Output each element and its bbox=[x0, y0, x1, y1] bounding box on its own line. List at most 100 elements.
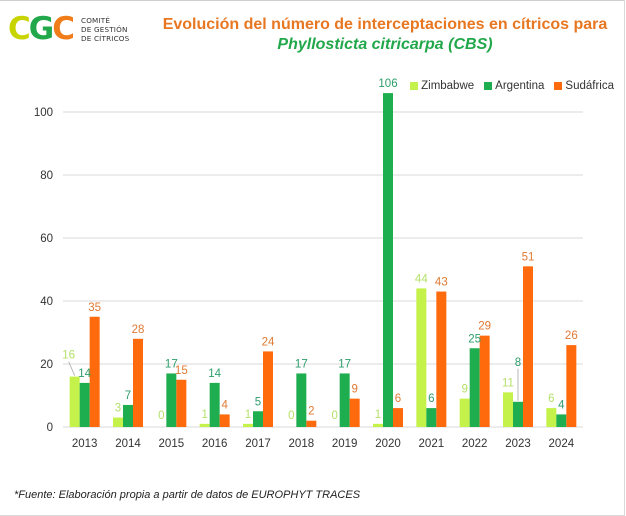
bar-zimbabwe-2024 bbox=[546, 408, 557, 427]
bar-sudfrica-2021 bbox=[436, 291, 447, 427]
bar-zimbabwe-2016 bbox=[199, 423, 210, 427]
bar-sudfrica-2024 bbox=[566, 345, 577, 427]
legend-item: Argentina bbox=[484, 80, 544, 92]
bar-sudfrica-2016 bbox=[219, 414, 230, 427]
logo-text-line: DE GESTIÓN bbox=[80, 25, 128, 34]
chart-title: Evolución del número de interceptaciones… bbox=[150, 16, 620, 54]
y-tick-label: 0 bbox=[47, 422, 53, 434]
data-label: 6 bbox=[395, 393, 401, 405]
data-label: 24 bbox=[262, 336, 275, 348]
bar-sudfrica-2020 bbox=[393, 408, 403, 427]
bar-argentina-2019 bbox=[339, 373, 350, 427]
data-label: 28 bbox=[132, 324, 145, 336]
data-label: 0 bbox=[288, 410, 294, 422]
x-tick-label: 2021 bbox=[419, 438, 445, 450]
data-label: 17 bbox=[165, 358, 178, 370]
chart-title-line1: Evolución del número de interceptaciones… bbox=[162, 16, 608, 33]
bar-zimbabwe-2014 bbox=[113, 417, 123, 427]
y-tick-label: 100 bbox=[34, 107, 53, 119]
data-label: 9 bbox=[461, 384, 467, 396]
bar-sudfrica-2013 bbox=[89, 316, 100, 427]
data-label: 15 bbox=[175, 365, 188, 377]
logo-text-line: COMITÉ bbox=[80, 16, 111, 25]
logo-text: COMITÉ DE GESTIÓN DE CÍTRICOS bbox=[81, 16, 129, 43]
x-tick-label: 2024 bbox=[549, 438, 575, 450]
bar-argentina-2015 bbox=[166, 373, 177, 427]
legend-label: Sudáfrica bbox=[565, 80, 614, 92]
bar-argentina-2017 bbox=[253, 411, 263, 427]
legend-item: Zimbabwe bbox=[410, 80, 474, 92]
data-label: 29 bbox=[478, 321, 491, 333]
data-label: 25 bbox=[468, 333, 481, 345]
logo-letter-c1: C bbox=[8, 11, 31, 47]
data-label: 4 bbox=[558, 399, 565, 411]
data-label: 6 bbox=[548, 393, 554, 405]
gridlines bbox=[63, 111, 583, 428]
source-footnote: *Fuente: Elaboración propia a partir de … bbox=[14, 489, 361, 501]
data-label: 14 bbox=[78, 368, 91, 380]
logo-text-line: DE CÍTRICOS bbox=[80, 34, 130, 43]
legend-swatch bbox=[484, 82, 493, 90]
bar-argentina-2018 bbox=[296, 373, 307, 427]
data-label: 11 bbox=[502, 377, 514, 389]
bar-zimbabwe-2021 bbox=[416, 288, 427, 427]
data-label: 4 bbox=[221, 399, 228, 411]
bar-zimbabwe-2020 bbox=[373, 423, 383, 427]
data-label: 43 bbox=[435, 277, 448, 289]
y-tick-label: 60 bbox=[40, 233, 53, 245]
data-label: 0 bbox=[158, 410, 164, 422]
bar-argentina-2013 bbox=[79, 382, 90, 427]
data-label: 1 bbox=[245, 409, 251, 421]
leader-lines bbox=[68, 361, 519, 401]
data-label: 2 bbox=[308, 406, 314, 418]
x-tick-label: 2017 bbox=[245, 438, 271, 450]
leader-line bbox=[68, 361, 76, 376]
bars bbox=[69, 93, 577, 427]
y-tick-label: 80 bbox=[40, 170, 53, 182]
data-label: 16 bbox=[62, 350, 75, 362]
bar-zimbabwe-2017 bbox=[243, 423, 253, 427]
logo-mark: C G C bbox=[8, 11, 75, 47]
bar-argentina-2020 bbox=[383, 93, 393, 427]
data-label: 1 bbox=[201, 409, 207, 421]
data-label: 51 bbox=[522, 251, 535, 263]
data-label: 3 bbox=[115, 403, 121, 415]
bar-sudfrica-2019 bbox=[349, 398, 360, 427]
x-axis-ticks: 2013 2014 2015 2016 2017 2018 2019 2020 2021 2022… bbox=[72, 438, 575, 450]
x-tick-label: 2015 bbox=[159, 438, 185, 450]
bar-sudfrica-2017 bbox=[263, 351, 273, 427]
x-tick-label: 2016 bbox=[202, 438, 228, 450]
data-label: 6 bbox=[428, 393, 434, 405]
x-tick-label: 2022 bbox=[462, 438, 488, 450]
x-tick-label: 2023 bbox=[505, 438, 531, 450]
x-tick-label: 2014 bbox=[115, 438, 141, 450]
bar-zimbabwe-2013 bbox=[69, 376, 80, 427]
bar-sudfrica-2023 bbox=[523, 266, 533, 427]
x-tick-label: 2019 bbox=[332, 438, 358, 450]
x-tick-label: 2018 bbox=[289, 438, 315, 450]
data-label: 106 bbox=[378, 78, 397, 90]
bar-argentina-2014 bbox=[123, 404, 133, 427]
bar-sudfrica-2022 bbox=[479, 335, 490, 427]
bar-argentina-2024 bbox=[556, 414, 567, 427]
data-label: 44 bbox=[415, 273, 428, 285]
logo-letter-g: G bbox=[28, 11, 54, 47]
data-label: 17 bbox=[338, 358, 351, 370]
bar-sudfrica-2018 bbox=[306, 420, 317, 427]
data-label: 26 bbox=[565, 330, 578, 342]
logo-letter-c2: C bbox=[52, 11, 75, 47]
legend-swatch bbox=[410, 82, 419, 90]
bar-argentina-2021 bbox=[426, 408, 437, 427]
data-label: 5 bbox=[255, 396, 261, 408]
y-tick-label: 40 bbox=[40, 296, 53, 308]
bar-argentina-2023 bbox=[513, 401, 523, 427]
bar-argentina-2022 bbox=[469, 348, 480, 427]
cgc-logo: C G C COMITÉ DE GESTIÓN DE CÍTRICOS bbox=[8, 14, 129, 45]
bar-sudfrica-2015 bbox=[176, 379, 187, 427]
y-tick-label: 20 bbox=[40, 359, 53, 371]
chart-title-line2: Phyllosticta citricarpa (CBS) bbox=[277, 36, 493, 53]
bar-zimbabwe-2022 bbox=[459, 398, 470, 427]
bar-sudfrica-2014 bbox=[133, 338, 143, 427]
x-tick-label: 2013 bbox=[72, 438, 98, 450]
